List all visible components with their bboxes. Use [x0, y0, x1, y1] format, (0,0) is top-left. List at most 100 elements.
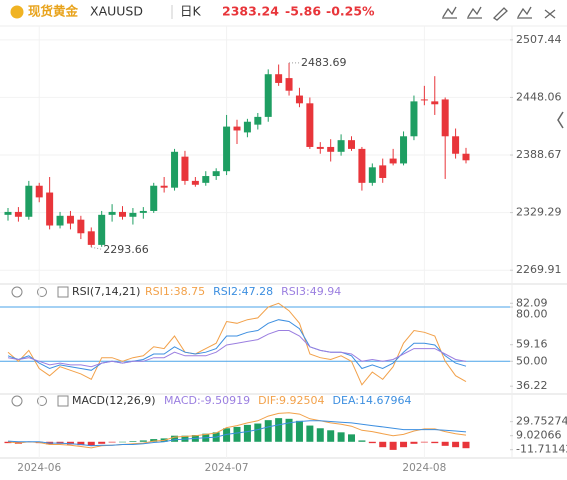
histogram-bar: [98, 441, 106, 444]
min-label: 2293.66: [103, 243, 149, 256]
candle-body: [389, 158, 397, 164]
candle-body: [119, 211, 126, 217]
histogram-bar: [441, 441, 449, 446]
histogram-bar: [243, 424, 251, 442]
y-tick-label: 2269.91: [516, 263, 562, 276]
candle-body: [129, 212, 137, 217]
panel-icons: [11, 286, 69, 407]
candle-body: [98, 214, 106, 245]
candle-body: [46, 192, 54, 226]
candle-body: [264, 74, 272, 117]
x-tick-label: 2024-07: [205, 462, 249, 474]
legend-entry: DEA:14.67964: [333, 394, 412, 407]
histogram-bar: [150, 439, 158, 442]
candle-body: [25, 185, 33, 217]
histogram-bar: [368, 441, 376, 444]
y-tick-label: 2448.06: [516, 90, 562, 103]
symbol: XAUUSD: [90, 4, 143, 19]
candle-body: [77, 219, 85, 234]
histogram-bar: [87, 441, 95, 446]
candle-body: [420, 99, 428, 101]
period[interactable]: 日K: [180, 4, 202, 19]
tool-icon[interactable]: [544, 9, 556, 19]
x-tick-label: 2024-06: [17, 462, 61, 474]
y-tick-label: 36.22: [516, 379, 548, 392]
eye-icon[interactable]: [11, 395, 23, 407]
y-tick-label: 29.75274: [516, 415, 567, 428]
tool-icon[interactable]: [442, 6, 457, 19]
legend-entry: RSI2:47.28: [213, 285, 273, 298]
candle-body: [181, 156, 189, 181]
nav-arrow[interactable]: [557, 111, 564, 129]
histogram-bar: [379, 441, 387, 448]
candle-body: [160, 185, 168, 188]
histogram-bar: [462, 441, 470, 449]
candle-body: [66, 215, 74, 224]
toggle-icon[interactable]: [57, 395, 69, 407]
line: [7, 302, 467, 386]
instrument-name: 现货黄金: [28, 4, 79, 19]
candle-body: [4, 211, 12, 215]
candle-body: [254, 116, 262, 125]
toolbar: [442, 6, 556, 21]
histogram-bar: [400, 441, 408, 448]
candle-body: [368, 167, 376, 183]
candle-body: [379, 165, 387, 178]
histogram-bar: [306, 425, 314, 442]
tool-icon[interactable]: [517, 6, 532, 19]
x-tick-label: 2024-08: [402, 462, 446, 474]
y-tick-label: 2329.29: [516, 206, 562, 219]
candle-body: [431, 101, 439, 105]
candle-body: [285, 78, 293, 91]
candle-body: [191, 180, 199, 185]
tool-icon[interactable]: [467, 6, 482, 19]
candle-body: [223, 126, 231, 172]
histogram-bar: [285, 418, 293, 442]
toggle-icon[interactable]: [57, 286, 69, 298]
candle-body: [316, 146, 324, 149]
legend-entry: MACD:-9.50919: [164, 394, 250, 407]
gear-icon[interactable]: [37, 287, 47, 297]
candle-body: [87, 231, 95, 245]
max-label: 2483.69: [301, 56, 347, 69]
y-tick-label: 59.16: [516, 338, 548, 351]
histogram-bar: [410, 441, 418, 444]
histogram-bar: [358, 440, 366, 442]
histogram-bar: [119, 441, 126, 443]
histogram-bar: [295, 420, 303, 442]
histogram-bar: [4, 441, 12, 444]
eye-icon[interactable]: [11, 286, 23, 298]
candle-body: [410, 101, 418, 137]
histogram-bar: [129, 441, 137, 442]
line: [7, 319, 467, 371]
candle-body: [56, 215, 64, 226]
candle-body: [212, 171, 220, 177]
histogram-bar: [431, 441, 439, 444]
candle-body: [452, 136, 460, 154]
change-percent: -0.25%: [326, 4, 375, 19]
candle-body: [35, 185, 43, 198]
histogram-bar: [348, 434, 355, 442]
tool-icon[interactable]: [492, 7, 508, 21]
candle-body: [306, 103, 314, 147]
line: [7, 420, 467, 447]
histogram-bar: [139, 440, 147, 442]
y-tick-label: -11.71142: [516, 443, 567, 456]
histogram-bar: [254, 423, 262, 442]
y-tick-label: 9.02066: [516, 429, 562, 442]
candle-body: [108, 211, 116, 215]
candle-body: [14, 211, 22, 217]
candle-body: [337, 140, 345, 152]
histogram-bar: [108, 441, 116, 443]
candle-body: [462, 153, 470, 161]
y-tick-label: 2507.44: [516, 33, 562, 46]
y-tick-label: 50.00: [516, 354, 548, 367]
gear-icon[interactable]: [37, 396, 47, 406]
candle-body: [358, 148, 366, 183]
y-tick-label: 2388.67: [516, 148, 562, 161]
histogram-bar: [223, 428, 231, 442]
histogram-bar: [275, 418, 283, 442]
legend-entry: RSI1:38.75: [145, 285, 205, 298]
